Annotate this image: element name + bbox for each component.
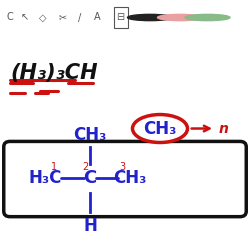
FancyBboxPatch shape <box>114 7 128 28</box>
Text: 2: 2 <box>82 162 88 172</box>
Text: 3: 3 <box>119 162 125 172</box>
Circle shape <box>158 14 202 21</box>
FancyBboxPatch shape <box>4 142 246 217</box>
Ellipse shape <box>132 114 188 142</box>
Circle shape <box>185 14 230 21</box>
Text: ✂: ✂ <box>58 12 66 22</box>
Text: ↖: ↖ <box>21 12 29 22</box>
Text: CH₃: CH₃ <box>113 169 147 187</box>
Text: C: C <box>84 169 96 187</box>
Text: ◇: ◇ <box>39 12 46 22</box>
Text: CH₃: CH₃ <box>73 126 107 144</box>
Text: ⊟: ⊟ <box>116 12 124 22</box>
Text: H: H <box>83 217 97 235</box>
Text: /: / <box>78 12 82 22</box>
Text: 1: 1 <box>51 162 57 172</box>
Text: H₃C: H₃C <box>28 169 62 187</box>
Text: (H₃)₃CH: (H₃)₃CH <box>10 62 98 82</box>
Text: C: C <box>6 12 14 22</box>
Text: CH₃: CH₃ <box>143 120 177 138</box>
Circle shape <box>128 14 172 21</box>
Text: A: A <box>94 12 101 22</box>
Text: n: n <box>219 122 228 136</box>
